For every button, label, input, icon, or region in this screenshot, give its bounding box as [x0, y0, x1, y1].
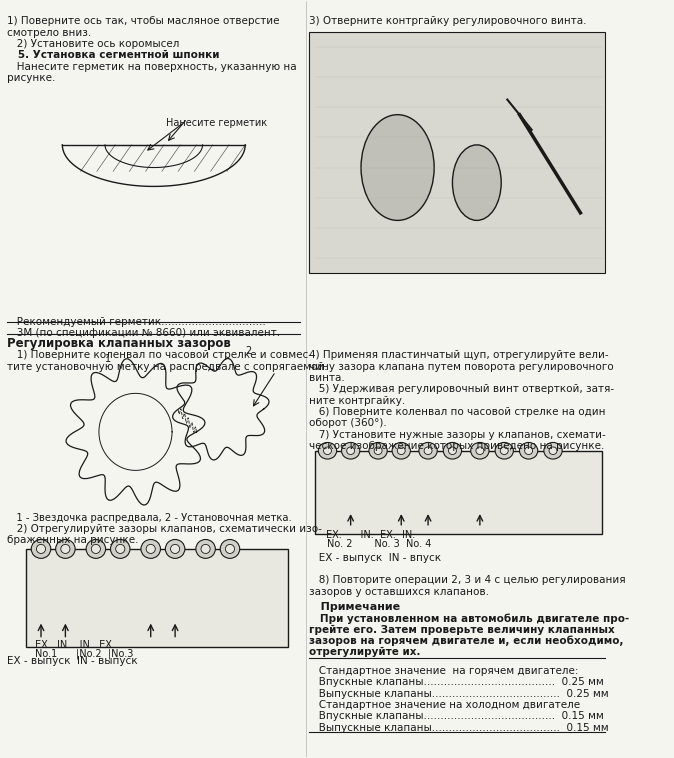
- Ellipse shape: [56, 540, 75, 559]
- Ellipse shape: [111, 540, 130, 559]
- Text: грейте его. Затем проверьте величину клапанных: грейте его. Затем проверьте величину кла…: [309, 625, 615, 634]
- Text: EX.  IN.   IN.  EX.: EX. IN. IN. EX.: [35, 640, 115, 650]
- Ellipse shape: [116, 544, 125, 553]
- Text: Впускные клапаны.......................................  0.25 мм: Впускные клапаны........................…: [309, 678, 604, 688]
- Ellipse shape: [165, 540, 185, 559]
- Text: зазоров у оставшихся клапанов.: зазоров у оставшихся клапанов.: [309, 587, 489, 597]
- Text: No. 2       No. 3  No. 4: No. 2 No. 3 No. 4: [328, 539, 432, 549]
- Text: Выпускные клапаны......................................  0.15 мм: Выпускные клапаны.......................…: [309, 722, 609, 733]
- Ellipse shape: [146, 544, 155, 553]
- Ellipse shape: [36, 544, 46, 553]
- Ellipse shape: [61, 544, 70, 553]
- Text: 1: 1: [105, 354, 111, 364]
- Ellipse shape: [452, 145, 501, 221]
- Ellipse shape: [220, 540, 240, 559]
- Text: 1) Поверните коленвал по часовой стрелке и совмес-: 1) Поверните коленвал по часовой стрелке…: [7, 350, 313, 360]
- Ellipse shape: [86, 540, 106, 559]
- Text: Нанесите герметик: Нанесите герметик: [166, 118, 267, 128]
- Text: 2) Установите ось коромысел: 2) Установите ось коромысел: [7, 39, 180, 49]
- Ellipse shape: [549, 447, 557, 455]
- Text: EX - выпуск  IN - выпуск: EX - выпуск IN - выпуск: [7, 656, 138, 666]
- Text: Рекомендуемый герметик...............................: Рекомендуемый герметик..................…: [7, 317, 266, 327]
- Ellipse shape: [91, 544, 100, 553]
- Text: EX - выпуск  IN - впуск: EX - выпуск IN - впуск: [309, 553, 441, 562]
- Ellipse shape: [524, 447, 532, 455]
- Ellipse shape: [318, 443, 336, 459]
- Ellipse shape: [443, 443, 462, 459]
- Text: оборот (360°).: оборот (360°).: [309, 418, 387, 428]
- Text: Выпускные клапаны......................................  0.25 мм: Выпускные клапаны.......................…: [309, 688, 609, 699]
- Text: браженных на рисунке.: браженных на рисунке.: [7, 535, 139, 545]
- Ellipse shape: [495, 443, 514, 459]
- Bar: [26, 549, 288, 647]
- Text: EX.      IN.  EX.  IN.: EX. IN. EX. IN.: [326, 530, 416, 540]
- Text: No.1      |No.2  |No.3: No.1 |No.2 |No.3: [35, 649, 133, 659]
- Text: тите установочную метку на распредвале с сопрягаемой.: тите установочную метку на распредвале с…: [7, 362, 328, 371]
- Ellipse shape: [419, 443, 437, 459]
- Ellipse shape: [424, 447, 432, 455]
- Text: Примечание: Примечание: [309, 602, 400, 612]
- Ellipse shape: [196, 540, 215, 559]
- Ellipse shape: [448, 447, 456, 455]
- Ellipse shape: [324, 447, 332, 455]
- Text: 1 - Звездочка распредвала, 2 - Установочная метка.: 1 - Звездочка распредвала, 2 - Установоч…: [7, 512, 293, 523]
- Text: чину зазора клапана путем поворота регулировочного: чину зазора клапана путем поворота регул…: [309, 362, 614, 371]
- Text: 5) Удерживая регулировочный винт отверткой, затя-: 5) Удерживая регулировочный винт отвертк…: [309, 384, 614, 394]
- Ellipse shape: [201, 544, 210, 553]
- Ellipse shape: [544, 443, 562, 459]
- Text: 2: 2: [245, 346, 251, 356]
- Ellipse shape: [397, 447, 405, 455]
- Ellipse shape: [31, 540, 51, 559]
- Ellipse shape: [476, 447, 484, 455]
- Text: 5. Установка сегментной шпонки: 5. Установка сегментной шпонки: [7, 51, 220, 61]
- Ellipse shape: [342, 443, 360, 459]
- Text: 6) Поверните коленвал по часовой стрелке на один: 6) Поверните коленвал по часовой стрелке…: [309, 407, 606, 417]
- Text: смотрело вниз.: смотрело вниз.: [7, 28, 92, 38]
- Text: ческое изображение которых приведено на рисунке.: ческое изображение которых приведено на …: [309, 441, 605, 451]
- Text: 7) Установите нужные зазоры у клапанов, схемати-: 7) Установите нужные зазоры у клапанов, …: [309, 430, 606, 440]
- Text: 2) Отрегулируйте зазоры клапанов, схематически изо-: 2) Отрегулируйте зазоры клапанов, схемат…: [7, 524, 322, 534]
- Text: винта.: винта.: [309, 373, 345, 383]
- Ellipse shape: [225, 544, 235, 553]
- Text: 8) Повторите операции 2, 3 и 4 с целью регулирования: 8) Повторите операции 2, 3 и 4 с целью р…: [309, 575, 626, 585]
- Bar: [315, 451, 602, 534]
- Text: ните контргайку.: ните контргайку.: [309, 396, 406, 406]
- Ellipse shape: [369, 443, 388, 459]
- Text: отрегулируйте их.: отрегулируйте их.: [309, 647, 421, 657]
- Ellipse shape: [171, 544, 180, 553]
- Text: зазоров на горячем двигателе и, если необходимо,: зазоров на горячем двигателе и, если нео…: [309, 636, 623, 647]
- Text: 3М (по спецификации № 8660) или эквивалент.: 3М (по спецификации № 8660) или эквивале…: [7, 328, 280, 338]
- Bar: [309, 32, 605, 274]
- Ellipse shape: [520, 443, 538, 459]
- Text: 4) Применяя пластинчатый щуп, отрегулируйте вели-: 4) Применяя пластинчатый щуп, отрегулиру…: [309, 350, 609, 360]
- Ellipse shape: [141, 540, 160, 559]
- Text: Впускные клапаны.......................................  0.15 мм: Впускные клапаны........................…: [309, 711, 604, 722]
- Text: Стандартное значение  на горячем двигателе:: Стандартное значение на горячем двигател…: [309, 666, 579, 676]
- Ellipse shape: [392, 443, 410, 459]
- Text: Регулировка клапанных зазоров: Регулировка клапанных зазоров: [7, 337, 231, 350]
- Text: При установленном на автомобиль двигателе про-: При установленном на автомобиль двигател…: [309, 613, 630, 624]
- Text: рисунке.: рисунке.: [7, 73, 56, 83]
- Ellipse shape: [470, 443, 489, 459]
- Ellipse shape: [361, 114, 434, 221]
- Ellipse shape: [500, 447, 508, 455]
- Text: Нанесите герметик на поверхность, указанную на: Нанесите герметик на поверхность, указан…: [7, 62, 297, 72]
- Ellipse shape: [374, 447, 382, 455]
- Text: 3) Отверните контргайку регулировочного винта.: 3) Отверните контргайку регулировочного …: [309, 17, 586, 27]
- Ellipse shape: [346, 447, 355, 455]
- Text: 1) Поверните ось так, чтобы масляное отверстие: 1) Поверните ось так, чтобы масляное отв…: [7, 17, 280, 27]
- Text: Стандартное значение на холодном двигателе: Стандартное значение на холодном двигате…: [309, 700, 580, 710]
